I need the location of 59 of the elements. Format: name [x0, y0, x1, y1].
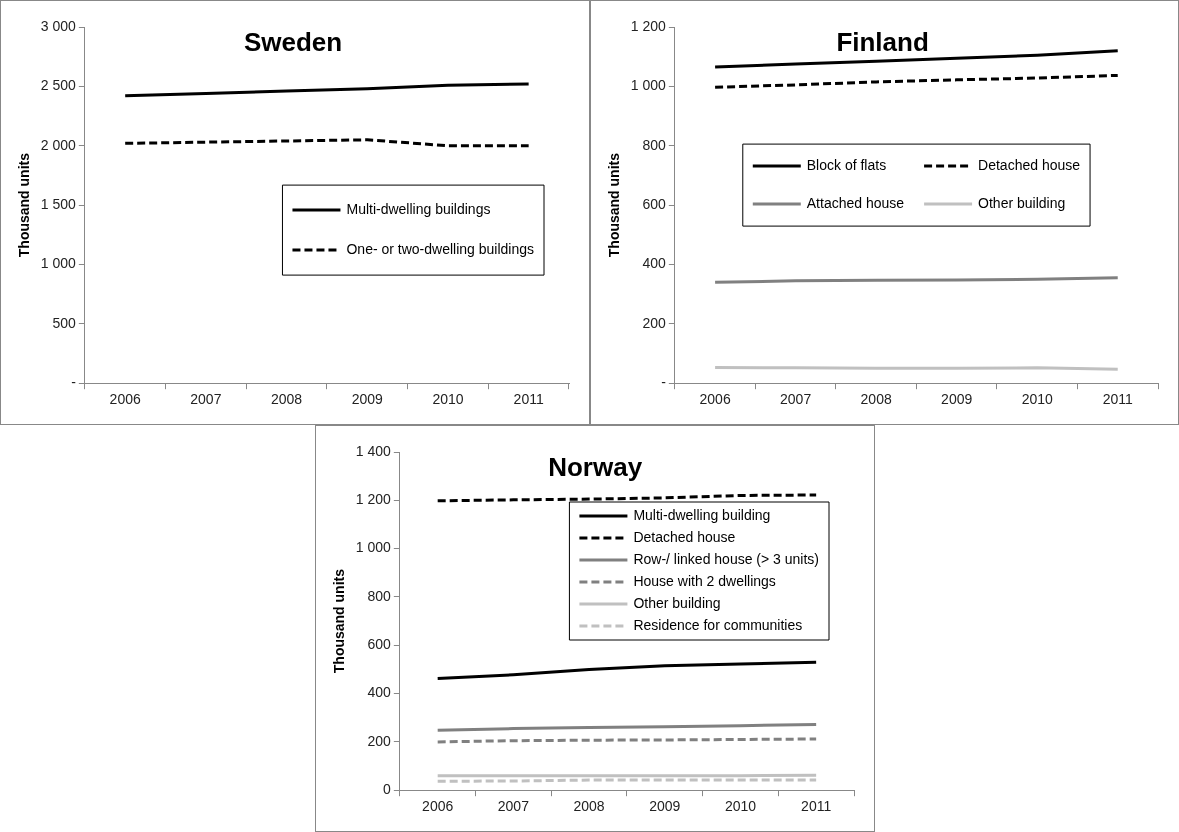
- x-tick-label: 2007: [780, 391, 812, 408]
- y-tick-label: 800: [642, 136, 667, 153]
- y-tick-label: 600: [642, 195, 667, 212]
- legend-label: Attached house: [806, 194, 905, 211]
- legend-label: Row-/ linked house (> 3 units): [633, 550, 819, 567]
- y-tick-label: -: [661, 374, 667, 391]
- x-tick-label: 2010: [1021, 391, 1053, 408]
- x-tick-label: 2009: [351, 391, 384, 408]
- y-tick-label: 1 000: [630, 77, 667, 94]
- y-tick-label: 2 500: [40, 77, 77, 94]
- chart-title: Sweden: [243, 27, 343, 58]
- x-tick-label: 2008: [270, 391, 303, 408]
- legend-label: Block of flats: [806, 156, 887, 173]
- y-tick-label: -: [71, 374, 77, 391]
- legend-label: Other building: [633, 594, 721, 611]
- y-tick-label: 400: [367, 684, 392, 701]
- y-tick-label: 500: [52, 314, 77, 331]
- x-tick-label: 2010: [432, 391, 464, 408]
- x-tick-label: 2011: [801, 798, 832, 815]
- x-tick-label: 2006: [422, 798, 454, 815]
- y-tick-label: 1 000: [355, 539, 392, 556]
- y-tick-label: 1 200: [355, 491, 392, 508]
- x-tick-label: 2009: [941, 391, 973, 408]
- y-tick-label: 200: [367, 732, 392, 749]
- x-tick-label: 2006: [699, 391, 731, 408]
- x-tick-label: 2009: [649, 798, 681, 815]
- x-tick-label: 2010: [724, 798, 757, 815]
- chart-title: Finland: [836, 27, 929, 58]
- x-tick-label: 2007: [497, 798, 530, 815]
- y-tick-label: 400: [642, 255, 667, 272]
- y-tick-label: 600: [367, 636, 392, 653]
- legend-label: Multi-dwelling building: [633, 506, 771, 523]
- legend-label: House with 2 dwellings: [633, 572, 776, 589]
- x-tick-label: 2008: [860, 391, 892, 408]
- chart-title: Norway: [548, 452, 643, 483]
- y-tick-label: 200: [642, 314, 667, 331]
- legend-label: One- or two-dwelling buildings: [346, 240, 535, 257]
- x-tick-label: 2011: [1102, 391, 1133, 408]
- y-axis-title: Thousand units: [16, 152, 33, 258]
- legend-label: Other building: [978, 194, 1066, 211]
- y-tick-label: 3 000: [40, 17, 77, 34]
- x-tick-label: 2007: [190, 391, 222, 408]
- legend-label: Multi-dwelling buildings: [346, 200, 491, 217]
- y-tick-label: 1 500: [40, 195, 77, 212]
- y-tick-label: 800: [367, 587, 392, 604]
- y-tick-label: 1 200: [630, 17, 667, 34]
- x-tick-label: 2011: [513, 391, 544, 408]
- legend-label: Detached house: [633, 528, 736, 545]
- x-tick-label: 2006: [109, 391, 141, 408]
- legend-label: Detached house: [978, 156, 1081, 173]
- legend-label: Residence for communities: [633, 616, 803, 633]
- x-tick-label: 2008: [573, 798, 605, 815]
- y-tick-label: 2 000: [40, 136, 77, 153]
- y-tick-label: 0: [383, 781, 392, 798]
- y-tick-label: 1 000: [40, 255, 77, 272]
- y-axis-title: Thousand units: [331, 568, 348, 674]
- line-series: [713, 73, 1120, 89]
- y-axis-title: Thousand units: [606, 152, 623, 258]
- y-tick-label: 1 400: [355, 442, 392, 459]
